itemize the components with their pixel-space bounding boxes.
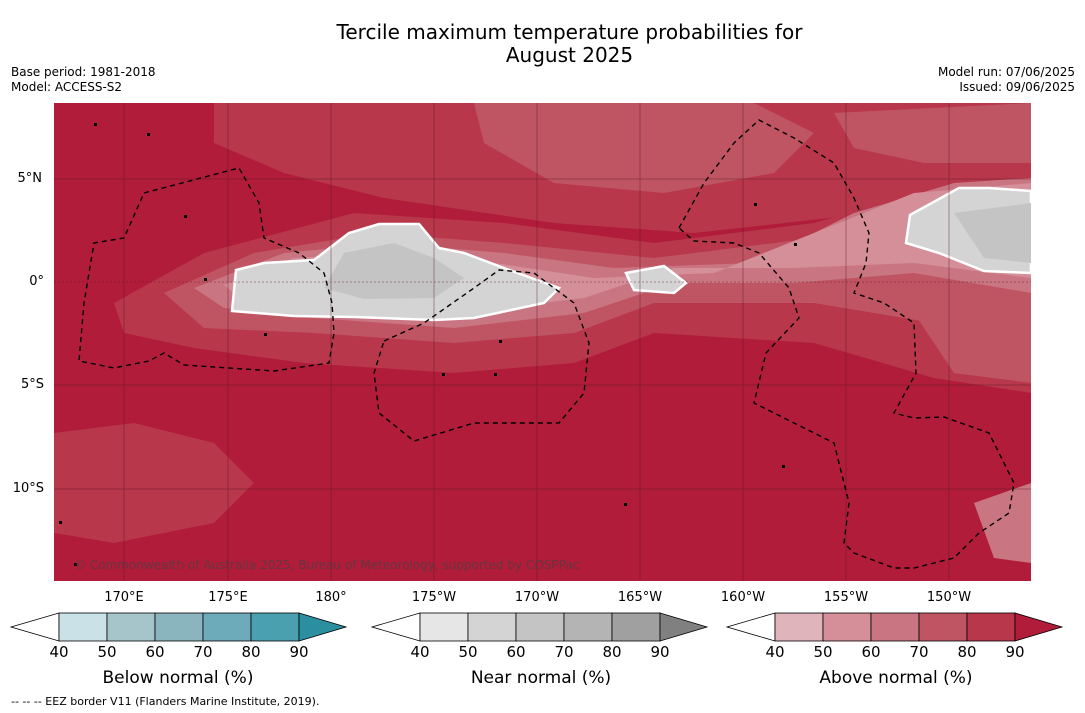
eez-footnote: -- -- -- EEZ border V11 (Flanders Marine… (11, 695, 320, 708)
north-band-70 (474, 103, 814, 193)
lat-label: 0° (29, 274, 44, 289)
cbar-tick: 90 (289, 643, 309, 661)
cbar-tick: 50 (813, 643, 833, 661)
colorbar-below-normal (10, 612, 348, 642)
near-normal-patch-center (624, 264, 688, 295)
issued-date: Issued: 09/06/2025 (959, 80, 1075, 94)
cbar-segment (419, 612, 469, 642)
cbar-segment (822, 612, 872, 642)
south-right-70 (974, 483, 1031, 563)
model-run: Model run: 07/06/2025 (937, 65, 1075, 79)
east-70 (914, 303, 1031, 383)
lat-label: 10°S (12, 481, 44, 496)
lon-label: 170°W (514, 590, 560, 605)
eez-borders (78, 119, 1015, 569)
cbar-tick: 90 (650, 643, 670, 661)
eez-tuvalu-howland (373, 269, 590, 442)
cbar-segment (202, 612, 252, 642)
model-name: Model: ACCESS-S2 (11, 80, 123, 94)
cbar-under-arrow (726, 612, 776, 642)
probability-map (54, 103, 1031, 581)
cbar-segment (870, 612, 920, 642)
cbar-over-arrow (298, 612, 348, 642)
chart-title: Tercile maximum temperature probabilitie… (200, 21, 939, 67)
cbar-over-arrow (1014, 612, 1064, 642)
base-period: Base period: 1981-2018 (11, 65, 156, 79)
cbar-segment (515, 612, 565, 642)
cbar-segment (106, 612, 156, 642)
title-line-1: Tercile maximum temperature probabilitie… (336, 20, 803, 44)
cbar-tick: 70 (909, 643, 929, 661)
cbar-tick: 70 (193, 643, 213, 661)
cbar-tick: 50 (97, 643, 117, 661)
meta-right: Model run: 07/06/2025 Issued: 09/06/2025 (938, 65, 1075, 95)
eez-kiribati-line (678, 119, 1015, 569)
cbar-tick: 50 (458, 643, 478, 661)
meta-left: Base period: 1981-2018 Model: ACCESS-S2 (11, 65, 156, 95)
lat-label: 5°N (17, 171, 43, 186)
graticule (54, 103, 1031, 581)
north-band-70-b (834, 103, 1031, 163)
lon-label: 170°E (104, 590, 144, 605)
lon-label: 175°E (208, 590, 248, 605)
lon-label: 180° (315, 590, 347, 605)
cbar-tick: 40 (410, 643, 430, 661)
south-lobe-80 (54, 423, 254, 543)
lon-label: 150°W (926, 590, 972, 605)
cbar-segment (467, 612, 517, 642)
cbar-segment (58, 612, 108, 642)
lon-label: 160°W (720, 590, 766, 605)
lat-label: 5°S (20, 377, 44, 392)
title-line-2: August 2025 (505, 43, 634, 67)
colorbar-title-below: Below normal (%) (102, 668, 254, 688)
cbar-tick: 90 (1005, 643, 1025, 661)
cbar-tick: 60 (145, 643, 165, 661)
colorbar-near-normal (371, 612, 709, 642)
cbar-segment (563, 612, 613, 642)
island-specks (59, 123, 797, 566)
cbar-tick: 40 (765, 643, 785, 661)
cbar-over-arrow (659, 612, 709, 642)
colorbar-above-normal (726, 612, 1064, 642)
cbar-tick: 80 (602, 643, 622, 661)
cbar-tick: 80 (241, 643, 261, 661)
cbar-tick: 60 (506, 643, 526, 661)
cbar-segment (154, 612, 204, 642)
cbar-tick: 70 (554, 643, 574, 661)
cbar-segment (918, 612, 968, 642)
eez-kiribati-gilbert (78, 167, 335, 372)
cbar-under-arrow (10, 612, 60, 642)
cbar-under-arrow (371, 612, 421, 642)
cbar-segment (774, 612, 824, 642)
cbar-segment (611, 612, 661, 642)
lon-label: 175°W (411, 590, 457, 605)
colorbar-title-above: Above normal (%) (819, 668, 973, 688)
cbar-segment (250, 612, 300, 642)
near-normal-patch-west-inner (324, 243, 464, 299)
lon-label: 165°W (617, 590, 663, 605)
cbar-tick: 80 (957, 643, 977, 661)
copyright-notice: © Commonwealth of Australia 2025, Bureau… (74, 558, 580, 572)
colorbar-title-near: Near normal (%) (470, 668, 612, 688)
near-normal-patch-east-inner (954, 203, 1031, 263)
lon-label: 155°W (823, 590, 869, 605)
cbar-segment (966, 612, 1016, 642)
cbar-tick: 40 (49, 643, 69, 661)
cbar-tick: 60 (861, 643, 881, 661)
